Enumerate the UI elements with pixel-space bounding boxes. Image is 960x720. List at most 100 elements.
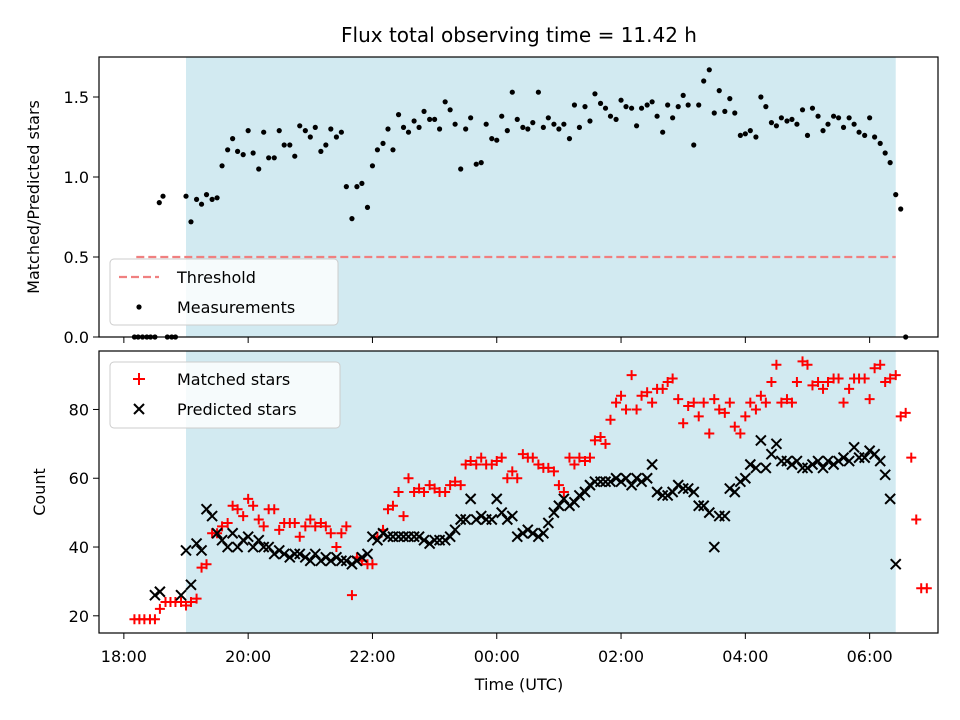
predicted-star-point — [361, 548, 374, 560]
measurement-point — [287, 142, 293, 148]
measurement-point — [312, 124, 318, 130]
matched-star-point — [387, 500, 398, 511]
predicted-star-point — [315, 555, 327, 567]
matched-star-point — [760, 397, 771, 408]
predicted-star-point — [630, 472, 643, 484]
predicted-star-point — [584, 479, 596, 491]
predicted-star-point — [475, 510, 487, 522]
predicted-star-point — [548, 506, 560, 519]
measurement-point — [400, 124, 407, 130]
top-ytick-label: 1.5 — [64, 88, 89, 107]
measurement-point — [665, 102, 671, 108]
predicted-star-point — [149, 589, 161, 601]
predicted-star-point — [444, 530, 456, 543]
measurement-point — [281, 142, 287, 148]
measurement-point — [390, 147, 396, 153]
predicted-star-point — [175, 589, 187, 601]
predicted-star-point — [154, 586, 166, 598]
measurement-point — [898, 206, 904, 212]
bottom-xtick-label: 00:00 — [474, 647, 520, 666]
predicted-star-point — [289, 548, 301, 560]
measurement-point — [514, 116, 520, 122]
measurement-point — [193, 196, 200, 202]
bottom-y-ticks: 20 40 60 80 — [69, 400, 99, 626]
measurement-point — [276, 128, 282, 134]
top-y-ticks: 0.0 0.5 1.0 1.5 — [64, 88, 99, 347]
measurement-point — [266, 155, 272, 161]
matched-star-point — [320, 521, 331, 532]
measurement-point — [592, 91, 598, 97]
matched-star-point — [688, 397, 699, 408]
matched-star-point — [838, 397, 849, 408]
measurement-point — [156, 200, 162, 206]
measurement-point — [489, 136, 495, 142]
measurement-point — [432, 116, 438, 122]
matched-star-point — [600, 438, 611, 449]
predicted-star-point — [827, 458, 840, 471]
measurement-point — [613, 116, 619, 122]
measurement-point — [747, 128, 753, 134]
predicted-star-point — [226, 527, 239, 539]
bottom-y-axis-label: Count — [30, 468, 49, 516]
measurement-point — [318, 148, 324, 154]
matched-star-point — [683, 401, 694, 412]
legend-threshold-label: Threshold — [176, 268, 256, 287]
measurements-series — [131, 67, 909, 340]
measurement-point — [473, 161, 479, 167]
measurement-point — [385, 126, 391, 132]
predicted-star-point — [356, 551, 368, 564]
measurement-point — [338, 129, 344, 135]
bottom-legend-box — [109, 361, 341, 429]
measurement-point — [711, 110, 717, 116]
predicted-star-point — [796, 462, 809, 474]
measurement-point — [840, 124, 847, 130]
predicted-star-point — [532, 530, 545, 543]
matched-star-point — [346, 590, 357, 601]
matched-star-point — [864, 394, 875, 405]
top-ytick-label: 0.5 — [64, 248, 89, 267]
predicted-star-point — [672, 479, 684, 491]
matched-star-point — [403, 473, 414, 484]
measurement-point — [706, 67, 712, 73]
measurement-point — [411, 118, 417, 124]
predicted-star-point — [646, 458, 658, 471]
matched-star-point — [341, 521, 352, 532]
predicted-star-point — [491, 493, 503, 505]
matched-star-point — [724, 397, 735, 408]
predicted-star-point — [739, 472, 752, 484]
predicted-star-point — [755, 434, 767, 447]
measurement-point — [230, 136, 236, 142]
predicted-star-point — [423, 537, 436, 550]
measurement-point — [395, 112, 402, 118]
matched-star-point — [496, 452, 507, 463]
measurement-point — [374, 147, 381, 153]
measurement-point — [416, 124, 422, 130]
measurement-point — [261, 129, 267, 135]
matched-star-point — [813, 376, 824, 387]
predicted-star-point — [242, 530, 254, 543]
predicted-star-point — [542, 517, 555, 529]
measurement-point — [468, 115, 474, 121]
measurement-point — [198, 201, 205, 207]
predicted-star-point — [511, 530, 523, 543]
measurement-point — [535, 89, 541, 95]
measurement-point — [245, 128, 251, 134]
matched-star-point — [243, 493, 254, 504]
legend-matched-label: Matched stars — [177, 370, 290, 389]
predicted-star-point — [677, 482, 689, 495]
predicted-star-point — [579, 486, 591, 498]
measurement-point — [551, 121, 557, 127]
measurement-point — [670, 115, 676, 121]
predicted-star-point — [817, 462, 829, 474]
matched-star-point — [698, 397, 709, 408]
measurement-point — [893, 192, 899, 198]
measurement-point — [343, 184, 349, 190]
x-axis-label: Time (UTC) — [474, 675, 563, 694]
measurement-point — [675, 104, 681, 110]
matched-star-point — [642, 387, 653, 398]
legend-matched-swatch — [133, 373, 145, 385]
predicted-star-point — [781, 455, 793, 467]
matched-star-point — [766, 376, 777, 387]
measurement-point — [727, 96, 733, 102]
measurement-point — [623, 104, 629, 110]
